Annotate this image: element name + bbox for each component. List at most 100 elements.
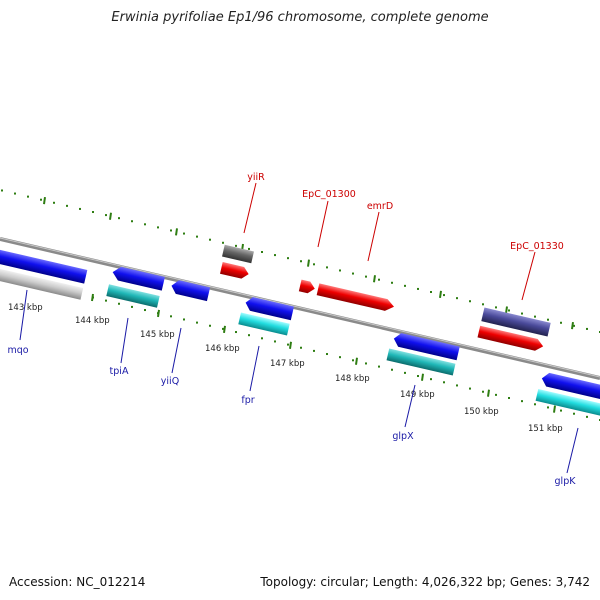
minor-tick-dot bbox=[391, 368, 393, 371]
gene-tpiA-cds-bar bbox=[106, 284, 160, 308]
gene-features bbox=[0, 241, 600, 418]
minor-tick-dot bbox=[430, 378, 432, 381]
minor-tick-dot bbox=[443, 294, 445, 297]
leader-line-yiiR bbox=[243, 182, 257, 234]
minor-tick-dot bbox=[560, 409, 562, 412]
minor-tick-dot bbox=[196, 321, 198, 324]
top-gene-labels bbox=[243, 182, 536, 301]
minor-tick-dot bbox=[417, 287, 419, 290]
genome-summary-text: Topology: circular; Length: 4,026,322 bp… bbox=[260, 575, 590, 589]
gene-label-EpC_01300[interactable]: EpC_01300 bbox=[302, 189, 356, 200]
minor-tick-dot bbox=[547, 406, 549, 409]
minor-tick-dot bbox=[495, 306, 497, 309]
scale-label: 147 kbp bbox=[270, 359, 305, 369]
minor-tick-dot bbox=[261, 251, 263, 254]
leader-line-fpr bbox=[249, 345, 260, 392]
minor-tick-dot bbox=[313, 349, 315, 352]
leader-line-glpK bbox=[566, 427, 579, 474]
bottom-gene-labels bbox=[19, 289, 579, 474]
minor-tick-dot bbox=[586, 327, 588, 330]
minor-tick-dot bbox=[508, 309, 510, 312]
major-tick bbox=[91, 293, 94, 302]
gene-mqo-cds-bar bbox=[0, 260, 84, 300]
minor-tick-dot bbox=[157, 226, 159, 229]
minor-tick-dot bbox=[235, 331, 237, 334]
gene-EpC_01300-bar bbox=[298, 279, 315, 294]
minor-tick-dot bbox=[287, 257, 289, 260]
minor-tick-dot bbox=[573, 412, 575, 415]
backbone-highlight bbox=[0, 237, 600, 378]
leader-line-yiiQ bbox=[171, 327, 182, 374]
minor-tick-dot bbox=[131, 305, 133, 308]
minor-tick-dot bbox=[183, 318, 185, 321]
minor-tick-dot bbox=[521, 400, 523, 403]
gene-label-tpiA[interactable]: tpiA bbox=[110, 366, 129, 377]
minor-tick-dot bbox=[131, 220, 133, 223]
scale-label: 148 kbp bbox=[335, 374, 370, 384]
leader-line-EpC_01330 bbox=[521, 251, 536, 301]
minor-tick-dot bbox=[222, 327, 224, 330]
minor-tick-dot bbox=[365, 362, 367, 365]
scale-labels: 143 kbp 144 kbp 145 kbp 146 kbp 147 kbp … bbox=[8, 303, 563, 434]
gene-glpK-cds-bar bbox=[535, 389, 600, 418]
minor-tick-dot bbox=[547, 318, 549, 321]
scale-label: 151 kbp bbox=[528, 424, 563, 434]
gene-glpX-cds-bar bbox=[386, 348, 456, 376]
minor-tick-dot bbox=[248, 334, 250, 337]
major-tick bbox=[553, 405, 556, 413]
minor-tick-dot bbox=[170, 315, 172, 318]
major-tick bbox=[439, 290, 442, 299]
minor-tick-dot bbox=[404, 284, 406, 287]
gene-label-fpr[interactable]: fpr bbox=[241, 395, 254, 406]
minor-tick-dot bbox=[469, 300, 471, 303]
outer-scale-ticks bbox=[1, 189, 600, 333]
scale-label: 144 kbp bbox=[75, 316, 110, 326]
minor-tick-dot bbox=[534, 315, 536, 318]
minor-tick-dot bbox=[183, 232, 185, 235]
minor-tick-dot bbox=[235, 244, 237, 247]
gene-label-emrD[interactable]: emrD bbox=[367, 201, 393, 212]
minor-tick-dot bbox=[222, 241, 224, 244]
minor-tick-dot bbox=[118, 217, 120, 220]
major-tick bbox=[421, 373, 424, 381]
gene-label-yiiQ[interactable]: yiiQ bbox=[161, 376, 179, 387]
scale-label: 143 kbp bbox=[8, 303, 43, 313]
gene-glpK-bar bbox=[541, 372, 600, 402]
gene-yiiR-bar bbox=[222, 244, 254, 264]
minor-tick-dot bbox=[14, 192, 16, 195]
minor-tick-dot bbox=[352, 272, 354, 275]
minor-tick-dot bbox=[573, 324, 575, 327]
gene-label-mqo[interactable]: mqo bbox=[7, 345, 28, 356]
minor-tick-dot bbox=[313, 263, 315, 266]
gene-emrD-bar bbox=[316, 283, 395, 311]
major-tick bbox=[571, 321, 574, 330]
minor-tick-dot bbox=[456, 297, 458, 300]
accession-text: Accession: NC_012214 bbox=[9, 575, 146, 589]
gene-label-EpC_01330[interactable]: EpC_01330 bbox=[510, 241, 564, 252]
gene-yiiR-cds-bar bbox=[220, 262, 249, 279]
major-tick bbox=[43, 197, 46, 205]
leader-line-mqo bbox=[19, 289, 28, 341]
minor-tick-dot bbox=[482, 303, 484, 306]
gene-label-glpX[interactable]: glpX bbox=[392, 431, 414, 442]
minor-tick-dot bbox=[209, 324, 211, 327]
minor-tick-dot bbox=[274, 254, 276, 257]
gene-EpC_01330-cds-bar bbox=[477, 325, 544, 351]
gene-tpiA-bar bbox=[112, 266, 165, 291]
major-tick bbox=[289, 341, 292, 349]
gene-fpr-cds-bar bbox=[238, 312, 290, 336]
minor-tick-dot bbox=[508, 397, 510, 400]
leader-line-glpX bbox=[404, 384, 416, 428]
minor-tick-dot bbox=[404, 371, 406, 374]
minor-tick-dot bbox=[365, 275, 367, 278]
major-tick bbox=[307, 259, 310, 267]
minor-tick-dot bbox=[261, 337, 263, 340]
gene-label-yiiR[interactable]: yiiR bbox=[247, 172, 265, 183]
minor-tick-dot bbox=[352, 359, 354, 362]
gene-label-glpK[interactable]: glpK bbox=[555, 476, 577, 487]
scale-label: 146 kbp bbox=[205, 344, 240, 354]
minor-tick-dot bbox=[456, 384, 458, 387]
leader-line-emrD bbox=[367, 211, 380, 262]
minor-tick-dot bbox=[196, 235, 198, 238]
minor-tick-dot bbox=[144, 223, 146, 226]
